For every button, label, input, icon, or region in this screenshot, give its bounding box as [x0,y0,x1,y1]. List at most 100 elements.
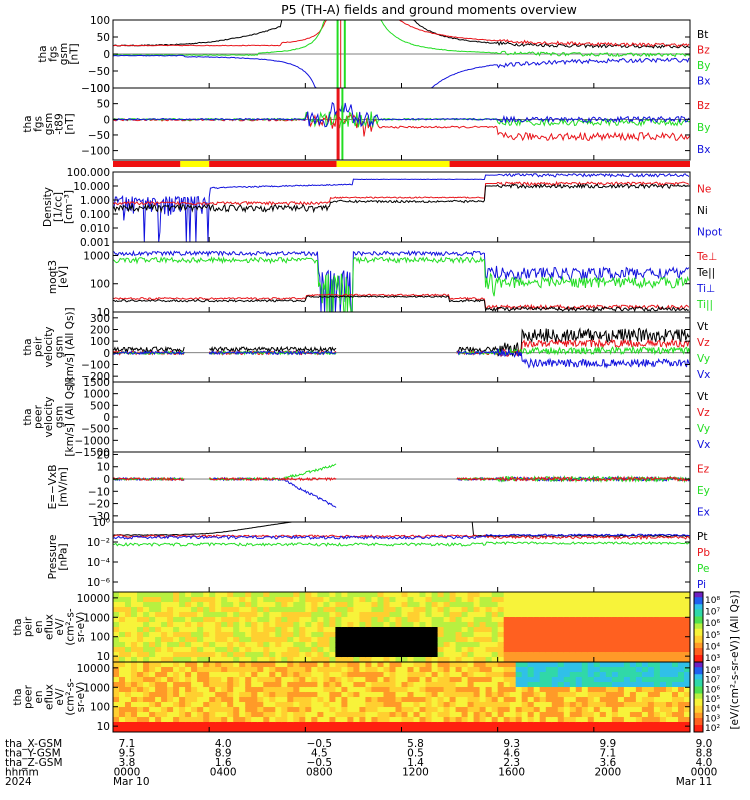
heat-cell [395,722,403,728]
heat-cell [563,702,571,708]
heat-cell [269,682,276,688]
heat-cell [311,632,318,638]
heat-cell [353,632,360,638]
heat-cell [215,637,222,643]
heat-cell [377,712,385,718]
heat-cell [678,612,685,618]
heat-cell [653,637,661,643]
heat-cell [647,657,655,662]
ytick-label: 1000 [83,682,110,694]
heat-cell [173,647,180,653]
colorbar-step [694,723,703,726]
heat-cell [275,692,282,698]
heat-cell [419,707,427,713]
heat-cell [167,647,174,653]
heat-cell [269,692,276,698]
heat-cell [641,652,649,658]
heat-cell [659,642,667,648]
heat-cell [551,612,559,618]
heat-cell [191,722,198,728]
heat-cell [515,702,523,708]
heat-cell [251,677,258,683]
heat-cell [323,592,330,598]
heat-cell [419,657,427,662]
colorbar-step [694,660,703,663]
heat-cell [263,722,270,728]
plot-area-peer-en-eflux [113,662,690,732]
heat-cell [533,672,541,678]
heat-cell [678,712,685,718]
heat-cell [635,702,643,708]
heat-cell [599,607,607,613]
heat-cell [221,717,228,723]
heat-cell [125,637,132,643]
heat-cell [587,607,595,613]
heat-cell [251,592,258,598]
heat-cell [305,622,312,628]
heat-cell [593,662,601,668]
heat-cell [239,727,246,732]
heat-cell [305,697,312,703]
heat-cell [437,687,445,693]
heat-cell [137,697,144,703]
heat-cell [407,622,415,628]
heat-cell [353,727,360,732]
heat-cell [125,617,132,623]
heat-cell [293,697,300,703]
heat-cell [161,667,168,673]
heat-cell [455,687,463,693]
xaxis-date: Mar 11 [676,776,713,788]
heat-cell [666,622,673,628]
heat-cell [209,612,216,618]
heat-cell [275,597,282,603]
heat-cell [215,632,222,638]
heat-cell [299,622,306,628]
heat-cell [365,707,372,713]
heat-cell [684,677,690,683]
heat-cell [551,722,559,728]
heat-cell [371,727,378,732]
heat-cell [443,662,451,668]
colorbar-step [694,630,703,633]
heat-cell [257,702,264,708]
heat-cell [431,662,439,668]
heat-cell [413,617,421,623]
heat-cell [527,617,535,623]
xaxis-coord: 8.8 [696,748,713,760]
heat-cell [539,652,547,658]
colorbar-tick: 10⁴ [705,642,720,652]
spike-red [336,88,340,160]
heat-cell [593,667,601,673]
heat-cell [684,632,690,638]
heat-cell [305,617,312,623]
heat-cell [341,712,348,718]
heat-cell [539,617,547,623]
heat-cell [185,662,192,668]
heat-cell [161,622,168,628]
heat-cell [347,672,354,678]
heat-cell [209,632,216,638]
heat-cell [437,702,445,708]
heat-cell [191,712,198,718]
heat-cell [431,712,439,718]
heat-cell [653,597,661,603]
heat-cell [191,667,198,673]
heat-cell [461,677,469,683]
heat-cell [377,612,385,618]
heat-cell [185,702,192,708]
heat-cell [527,692,535,698]
heat-cell [347,692,354,698]
colorbar-step [694,691,703,694]
heat-cell [293,642,300,648]
heat-cell [557,687,565,693]
heat-cell [629,682,637,688]
heat-cell [587,622,595,628]
heat-cell [251,652,258,658]
heat-cell [485,707,493,713]
heat-cell [623,637,631,643]
heat-cell [443,637,451,643]
heat-cell [173,722,180,728]
heat-cell [347,637,354,643]
heat-cell [395,627,403,633]
heat-cell [377,627,385,633]
